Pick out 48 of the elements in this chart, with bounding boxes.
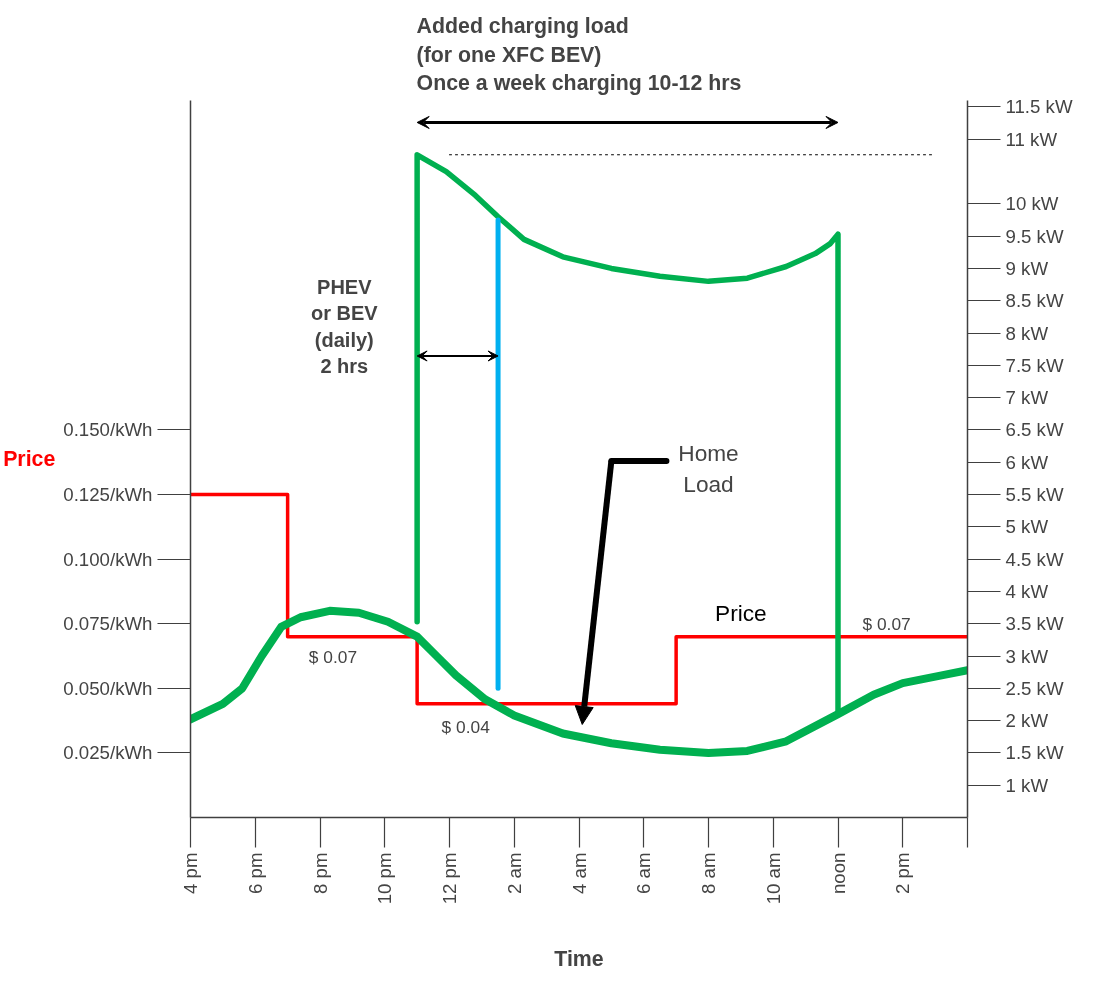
x-tick-label: 10 am xyxy=(762,852,784,905)
y2-tick-label: 1.5 kW xyxy=(1005,742,1064,764)
x-tick-label: 10 pm xyxy=(374,852,396,905)
y-tick-label: 0.075/kWh xyxy=(63,613,153,635)
y2-tick-label: 4.5 kW xyxy=(1005,548,1064,570)
y-tick-label: 0.050/kWh xyxy=(63,677,153,699)
x-tick-label: 4 am xyxy=(568,852,590,894)
y2-tick-label: 9.5 kW xyxy=(1005,225,1064,247)
x-tick-label: noon xyxy=(827,852,849,894)
x-tick-label: 6 pm xyxy=(244,852,266,894)
y2-tick-label: 5.5 kW xyxy=(1005,484,1064,506)
y2-tick-label: 11.5 kW xyxy=(1005,96,1073,118)
x-tick-label: 8 pm xyxy=(309,852,331,894)
y2-tick-label: 3 kW xyxy=(1005,645,1049,667)
x-tick-label: 2 am xyxy=(503,852,525,894)
y2-tick-label: 5 kW xyxy=(1005,516,1049,538)
x-tick-label: 12 pm xyxy=(439,852,460,905)
y2-tick-label: 4 kW xyxy=(1005,580,1049,602)
y-tick-label: 0.025/kWh xyxy=(63,742,153,764)
chart-title: Added charging load (for one XFC BEV) Once a week charging 10-12 hrs xyxy=(416,13,742,96)
y2-tick-label: 6.5 kW xyxy=(1005,419,1064,441)
y-tick-label: 0.100/kWh xyxy=(63,548,153,570)
y2-tick-label: 2.5 kW xyxy=(1005,677,1064,699)
annotation: $ 0.07 xyxy=(862,613,911,634)
x-tick-label: 4 pm xyxy=(180,852,201,894)
annotation: Home Load xyxy=(678,440,739,498)
y-axis-title: Price xyxy=(3,447,56,471)
y-tick-label: 0.150/kWh xyxy=(63,419,153,441)
y2-tick-label: 7 kW xyxy=(1005,387,1049,409)
y2-tick-label: 10 kW xyxy=(1005,193,1059,215)
y2-tick-label: 7.5 kW xyxy=(1005,354,1064,376)
annotation: $ 0.04 xyxy=(441,717,491,738)
y-tick-label: 0.125/kWh xyxy=(63,484,153,506)
annotation: PHEV or BEV (daily) 2 hrs xyxy=(310,275,379,378)
x-tick-label: 6 am xyxy=(633,852,655,894)
y2-tick-label: 11 kW xyxy=(1005,128,1058,150)
y2-tick-label: 3.5 kW xyxy=(1005,613,1064,635)
x-tick-label: 8 am xyxy=(698,852,719,894)
y2-tick-label: 6 kW xyxy=(1005,451,1049,473)
annotation: $ 0.07 xyxy=(308,647,358,668)
x-axis-title: Time xyxy=(554,947,604,972)
series-label: Price xyxy=(715,600,767,627)
y2-tick-label: 8 kW xyxy=(1005,322,1049,344)
y2-tick-label: 8.5 kW xyxy=(1005,290,1064,312)
y2-tick-label: 9 kW xyxy=(1005,257,1049,279)
x-tick-label: 2 pm xyxy=(892,852,914,894)
y2-tick-label: 1 kW xyxy=(1005,774,1049,796)
y2-tick-label: 2 kW xyxy=(1005,710,1049,732)
